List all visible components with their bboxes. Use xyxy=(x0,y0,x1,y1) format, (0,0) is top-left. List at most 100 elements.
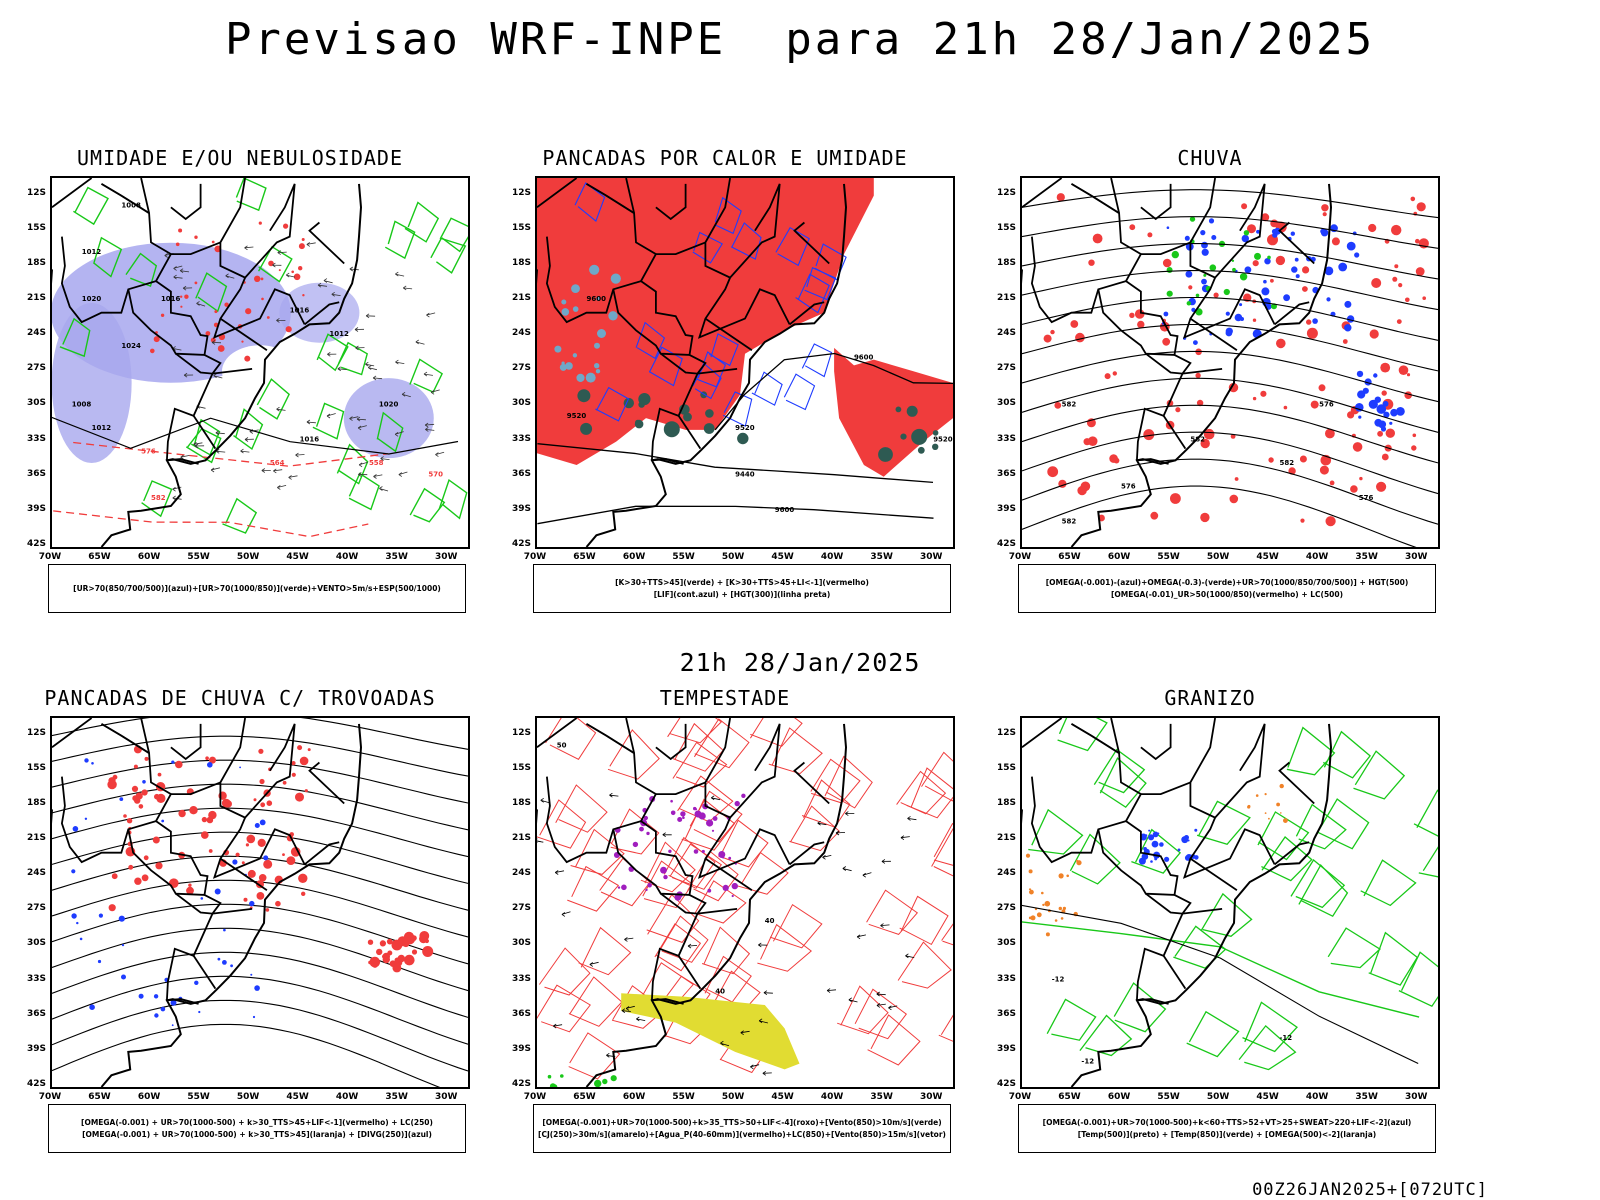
streamline xyxy=(52,1023,441,1087)
rain-area xyxy=(1200,230,1206,236)
thunderstorm-area xyxy=(186,886,194,895)
wind-vector xyxy=(273,468,283,474)
rain-area xyxy=(1300,518,1305,523)
thickness-contour-dot xyxy=(302,294,305,297)
thunderstorm-area xyxy=(108,904,116,912)
humidity-low-contour xyxy=(233,408,264,450)
divergence-area xyxy=(84,817,88,820)
map-panel: UMIDADE E/OU NEBULOSIDADE 1008 1012 1016 102… xyxy=(0,146,480,626)
severe-storm-area xyxy=(647,882,652,888)
thickness-contour-dot xyxy=(217,345,225,352)
rain-area xyxy=(1310,400,1319,409)
divergence-area xyxy=(214,888,221,895)
rain-area xyxy=(1239,303,1243,307)
political-border xyxy=(1278,761,1315,805)
severe-storm-area xyxy=(693,849,699,854)
thunderstorm-area xyxy=(208,849,213,853)
thickness-contour-dot xyxy=(293,273,301,281)
rain-area xyxy=(1188,285,1193,290)
legend-line: [OMEGA(-0.001)+UR>70(1000-500)+k<60+TTS>… xyxy=(1042,1117,1412,1127)
rain-area xyxy=(1129,224,1136,231)
rain-area xyxy=(1230,434,1236,439)
contour-label: 9520 xyxy=(567,412,587,420)
thickness-contour-dot xyxy=(224,302,229,307)
precip-water-contour xyxy=(555,784,608,833)
thunderstorm-area xyxy=(382,954,387,959)
rain-area xyxy=(1288,467,1296,475)
rain-area xyxy=(1411,445,1417,451)
severe-storm-area xyxy=(718,851,726,858)
streamline xyxy=(52,783,468,831)
temp850-contour xyxy=(1322,730,1372,779)
moist-shallow-area xyxy=(554,345,562,353)
wind-vector xyxy=(276,318,286,323)
longitude-label: 45W xyxy=(1256,552,1279,562)
panel-title: PANCADAS POR CALOR E UMIDADE xyxy=(542,146,908,170)
thickness-contour-dot xyxy=(261,297,264,301)
rain-area xyxy=(1261,213,1270,222)
wind-vector xyxy=(326,413,336,419)
panel-title: GRANIZO xyxy=(1164,686,1256,710)
longitude-label: 70W xyxy=(1008,1092,1032,1102)
divergence-area xyxy=(89,1004,95,1010)
latitude-label: 39S xyxy=(996,1043,1016,1054)
severe-storm-area xyxy=(712,816,718,821)
longitude-label: 60W xyxy=(1107,552,1131,562)
divergence-area xyxy=(154,1013,159,1018)
temp850-contour xyxy=(1079,1014,1133,1057)
temp850-contour xyxy=(1200,892,1253,938)
rain-area xyxy=(1290,231,1295,236)
contour-label: 9600 xyxy=(775,506,795,514)
rain-area xyxy=(1195,293,1200,298)
thunderstorm-area xyxy=(263,859,273,869)
wind-vector xyxy=(240,448,250,454)
latitude-label: 12S xyxy=(511,187,531,198)
latitude-label: 33S xyxy=(996,433,1016,444)
political-border xyxy=(166,352,214,461)
thunderstorm-area xyxy=(258,874,267,882)
rain-area xyxy=(1175,407,1181,413)
wind-vector xyxy=(356,416,366,422)
coastline xyxy=(585,723,848,1087)
thickness-contour-dot xyxy=(153,336,160,343)
height-contour xyxy=(714,352,953,431)
rain-area xyxy=(1276,338,1286,349)
moist-shallow-area xyxy=(609,314,613,319)
wind-vector xyxy=(285,272,296,278)
political-border xyxy=(677,415,702,450)
rain-area xyxy=(1302,286,1308,292)
rain-area xyxy=(1213,292,1219,298)
rain-area xyxy=(1329,480,1335,486)
precip-water-contour xyxy=(567,865,620,912)
moist-shallow-area xyxy=(594,342,600,349)
political-border xyxy=(697,817,791,879)
thickness-contour-dot xyxy=(298,243,305,250)
rain-area xyxy=(1137,320,1145,329)
latitude-label: 27S xyxy=(996,363,1016,374)
map-layer xyxy=(52,718,468,1087)
political-border xyxy=(655,183,687,221)
thickness-contour-dot xyxy=(175,242,180,247)
longitude-label: 50W xyxy=(1206,552,1230,562)
contour-label: 570 xyxy=(428,471,443,479)
strong-wind-area xyxy=(594,1079,602,1087)
contour-label: 9600 xyxy=(854,354,874,362)
moist-shallow-area xyxy=(580,422,593,435)
thunderstorm-area xyxy=(367,939,374,945)
severe-storm-area xyxy=(643,815,648,821)
divergence-area xyxy=(138,993,144,999)
humidity-upper-area xyxy=(343,378,434,459)
latitude-label: 39S xyxy=(996,503,1016,514)
latitude-label: 39S xyxy=(26,503,46,514)
divergence-area xyxy=(121,974,126,980)
rain-area xyxy=(1240,317,1244,321)
height-contour xyxy=(1022,270,1438,311)
contour-label: 1012 xyxy=(329,330,349,338)
temp850-contour xyxy=(1290,859,1346,909)
latitude-label: 24S xyxy=(511,868,531,879)
thunderstorm-area xyxy=(208,810,217,820)
rain-area xyxy=(1318,384,1326,392)
severe-storm-area xyxy=(670,799,673,803)
omega-area xyxy=(1058,873,1064,879)
streamline xyxy=(52,735,468,777)
